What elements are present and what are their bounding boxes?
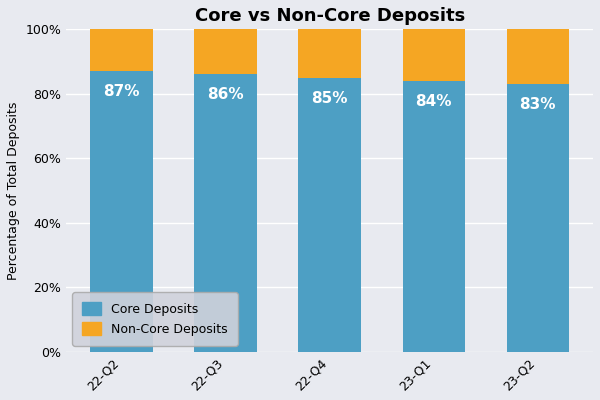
Text: 84%: 84% xyxy=(416,94,452,109)
Text: 83%: 83% xyxy=(520,97,556,112)
Bar xyxy=(506,84,569,352)
Text: 86%: 86% xyxy=(207,87,244,102)
Bar xyxy=(90,71,152,352)
Bar xyxy=(194,74,257,352)
Bar xyxy=(403,81,465,352)
Legend: Core Deposits, Non-Core Deposits: Core Deposits, Non-Core Deposits xyxy=(73,292,238,346)
Bar xyxy=(298,78,361,352)
Bar xyxy=(298,29,361,78)
Y-axis label: Percentage of Total Deposits: Percentage of Total Deposits xyxy=(7,101,20,280)
Bar xyxy=(194,29,257,74)
Bar xyxy=(403,29,465,81)
Bar xyxy=(90,29,152,71)
Bar xyxy=(506,29,569,84)
Text: 87%: 87% xyxy=(103,84,140,99)
Text: 85%: 85% xyxy=(311,90,348,106)
Title: Core vs Non-Core Deposits: Core vs Non-Core Deposits xyxy=(194,7,465,25)
